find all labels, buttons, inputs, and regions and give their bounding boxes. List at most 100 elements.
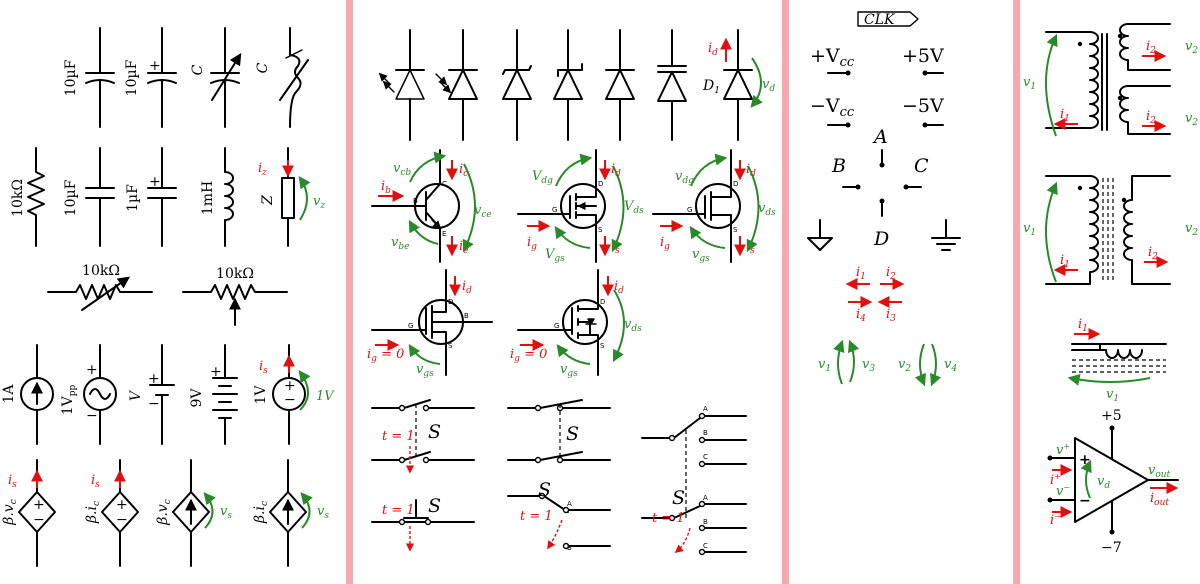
svg-text:v+: v+ bbox=[1056, 442, 1070, 458]
svg-text:i2: i2 bbox=[1148, 245, 1158, 262]
svg-text:+: + bbox=[149, 58, 161, 74]
svg-text:vs: vs bbox=[317, 504, 329, 521]
svg-text:−Vcc: −Vcc bbox=[810, 95, 855, 120]
svg-text:S: S bbox=[538, 479, 551, 501]
svg-text:i2: i2 bbox=[1146, 39, 1156, 56]
supply-plus-vcc: +Vcc bbox=[810, 45, 855, 76]
capacitor-label: 10µF bbox=[63, 179, 79, 216]
bjt-npn: C B E ic ib ie vcb vce vbe bbox=[371, 149, 492, 263]
svg-text:ib: ib bbox=[381, 179, 391, 196]
svg-text:i4: i4 bbox=[856, 307, 866, 324]
svg-text:ic: ic bbox=[459, 162, 468, 179]
supply-plus-5v: +5V bbox=[902, 45, 944, 76]
svg-text:A: A bbox=[703, 405, 708, 413]
capacitor-label: 10µF bbox=[124, 59, 140, 96]
svg-text:vs: vs bbox=[220, 504, 232, 521]
svg-text:iout: iout bbox=[1150, 491, 1169, 508]
svg-text:C: C bbox=[703, 453, 708, 461]
varactor-diode bbox=[657, 29, 687, 141]
current-arrows-demo: i1 i2 i4 i3 bbox=[845, 265, 905, 324]
photodiode-2 bbox=[435, 29, 478, 141]
svg-text:id: id bbox=[746, 162, 756, 179]
svg-text:Vdg: Vdg bbox=[532, 169, 553, 186]
svg-text:is: is bbox=[8, 473, 17, 490]
potentiometer-1: 10kΩ bbox=[47, 263, 153, 311]
svg-text:id: id bbox=[614, 279, 624, 296]
svg-text:C: C bbox=[703, 542, 708, 550]
svg-text:+: + bbox=[148, 371, 160, 387]
svg-text:id: id bbox=[611, 162, 621, 179]
switch-spdt: A B S t = 1 bbox=[507, 479, 611, 552]
svg-text:S: S bbox=[428, 495, 441, 517]
svg-text:S: S bbox=[566, 423, 579, 445]
svg-text:B: B bbox=[703, 429, 708, 437]
capacitor-label: C bbox=[190, 64, 206, 75]
transformer-center-tap: v1 i1 i2 i2 v2 v2 bbox=[1023, 23, 1198, 137]
svg-text:v4: v4 bbox=[944, 357, 957, 374]
svg-text:v2: v2 bbox=[1185, 221, 1198, 238]
svg-text:i2: i2 bbox=[1146, 109, 1156, 126]
transformer-horizontal: i1 v1 bbox=[1067, 317, 1167, 404]
svg-text:B: B bbox=[831, 155, 846, 177]
svg-text:B: B bbox=[703, 518, 708, 526]
panel-semiconductors-switches: id vd D1 C B E ic ib ie vcb vce vbe D G … bbox=[367, 29, 776, 556]
svg-text:S: S bbox=[598, 226, 603, 234]
panel-transformers-opamp: v1 i1 i2 i2 v2 v2 v1 i1 i2 v2 i1 v1 +5 −… bbox=[1023, 23, 1198, 556]
resistor-10k: 10kΩ bbox=[10, 147, 45, 247]
svg-text:D: D bbox=[598, 180, 603, 188]
svg-text:E: E bbox=[442, 230, 446, 238]
dependent-current-source-2: vs β.ic bbox=[252, 459, 329, 567]
svg-text:C: C bbox=[442, 180, 447, 188]
pot-label: 10kΩ bbox=[82, 263, 120, 279]
svg-text:CLK: CLK bbox=[864, 12, 896, 28]
svg-text:+Vcc: +Vcc bbox=[810, 45, 855, 70]
svg-text:G: G bbox=[552, 206, 557, 214]
svg-text:−: − bbox=[86, 408, 98, 424]
svg-text:S: S bbox=[600, 342, 605, 350]
battery-9V: + 9V bbox=[189, 344, 238, 445]
supply-minus-5v: −5V bbox=[902, 95, 944, 128]
svg-text:vgs: vgs bbox=[416, 362, 434, 379]
svg-text:+: + bbox=[33, 497, 45, 513]
svg-text:Z: Z bbox=[260, 195, 276, 206]
capacitor-label: C bbox=[255, 62, 271, 73]
panel-divider-2 bbox=[782, 0, 789, 584]
svg-text:i1: i1 bbox=[1060, 253, 1070, 270]
svg-text:1V: 1V bbox=[316, 389, 335, 404]
svg-text:D: D bbox=[600, 298, 605, 306]
svg-text:A: A bbox=[567, 500, 572, 508]
svg-text:v1: v1 bbox=[1106, 387, 1119, 404]
supply-minus-vcc: −Vcc bbox=[810, 95, 855, 128]
inductor-1mH: 1mH bbox=[200, 147, 234, 247]
resistor-label: 10kΩ bbox=[10, 179, 26, 217]
schottky-diode bbox=[553, 29, 583, 141]
svg-text:+: + bbox=[86, 362, 98, 378]
dependent-voltage-source-1: + − is β.vc bbox=[1, 459, 56, 567]
potentiometer-2: 10kΩ bbox=[182, 266, 288, 326]
switch-dpst: S t = 1 bbox=[371, 399, 475, 474]
svg-text:G: G bbox=[554, 322, 559, 330]
panel-divider-3 bbox=[1013, 0, 1020, 584]
svg-text:v2: v2 bbox=[1185, 39, 1198, 56]
svg-text:1A: 1A bbox=[1, 384, 17, 404]
svg-text:B: B bbox=[464, 312, 469, 320]
svg-text:i1: i1 bbox=[1060, 107, 1070, 124]
trimmer-capacitor: C bbox=[255, 27, 309, 128]
diode-tunnel bbox=[605, 29, 635, 141]
svg-text:Vgs: Vgs bbox=[545, 247, 565, 264]
op-amp: +5 −7 + − v+ v− i+ i− vd vout iout bbox=[1047, 408, 1179, 556]
svg-text:S: S bbox=[672, 487, 685, 509]
transformer-core: v1 i1 i2 v2 bbox=[1023, 175, 1198, 285]
svg-text:vd: vd bbox=[762, 77, 775, 94]
svg-text:A: A bbox=[872, 126, 888, 148]
mosfet-1: D G S id ig is Vdg Vds Vgs bbox=[517, 149, 644, 264]
svg-text:ig = 0: ig = 0 bbox=[510, 347, 547, 364]
ac-voltage-source: + − 1Vpp bbox=[60, 344, 117, 445]
dependent-voltage-source-2: + − is β.ic bbox=[84, 459, 139, 567]
node-labels: A B C D bbox=[831, 126, 929, 250]
svg-text:B: B bbox=[413, 197, 418, 205]
svg-text:S: S bbox=[448, 342, 453, 350]
svg-text:is: is bbox=[91, 473, 100, 490]
mosfet-3: D G S B id ig = 0 vgs bbox=[367, 269, 493, 379]
polarized-capacitor-10uF: + 10µF bbox=[124, 27, 177, 128]
